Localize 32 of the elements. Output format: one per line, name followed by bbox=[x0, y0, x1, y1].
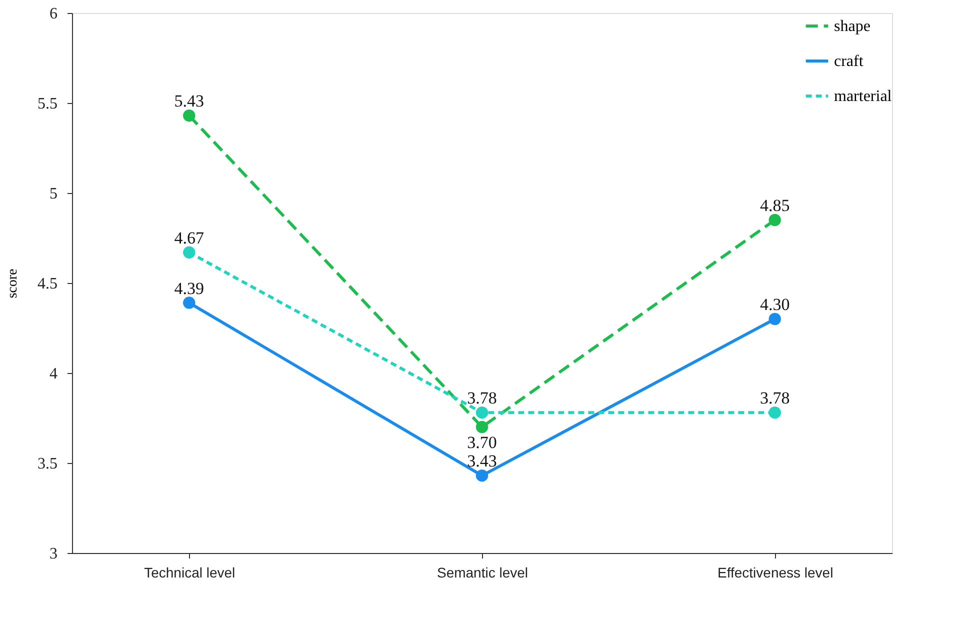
point bbox=[768, 214, 781, 226]
y-tick-label: 6 bbox=[50, 6, 58, 22]
x-tick-label: Effectiveness level bbox=[718, 564, 834, 580]
legend-label: marterial bbox=[834, 88, 892, 105]
data-label: 3.43 bbox=[467, 452, 497, 471]
y-axis-title: score bbox=[6, 268, 20, 298]
data-label: 4.67 bbox=[174, 228, 205, 248]
data-label: 4.85 bbox=[760, 196, 790, 215]
data-label: 4.39 bbox=[174, 278, 204, 298]
data-label: 5.43 bbox=[174, 92, 204, 111]
data-label: 3.70 bbox=[467, 433, 497, 452]
y-tick-label: 5.5 bbox=[38, 96, 58, 112]
point bbox=[476, 420, 488, 434]
point bbox=[183, 296, 196, 309]
legend-label: shape bbox=[834, 18, 870, 35]
data-label: 3.78 bbox=[467, 388, 497, 408]
data-label: 3.78 bbox=[760, 388, 790, 408]
y-tick-label: 5 bbox=[50, 186, 58, 202]
point bbox=[768, 406, 781, 419]
y-tick-label: 3 bbox=[50, 546, 58, 562]
y-tick-label: 4 bbox=[50, 366, 58, 382]
point bbox=[476, 469, 488, 482]
y-tick-label: 3.5 bbox=[38, 456, 58, 472]
y-tick-label: 4.5 bbox=[38, 276, 58, 292]
point bbox=[183, 246, 196, 259]
legend-label: craft bbox=[834, 53, 864, 70]
data-label: 4.30 bbox=[760, 295, 790, 314]
x-tick-label: Semantic level bbox=[436, 564, 528, 580]
x-tick-label: Technical level bbox=[144, 564, 236, 580]
point bbox=[768, 312, 781, 326]
point bbox=[476, 406, 488, 419]
point bbox=[183, 109, 196, 122]
